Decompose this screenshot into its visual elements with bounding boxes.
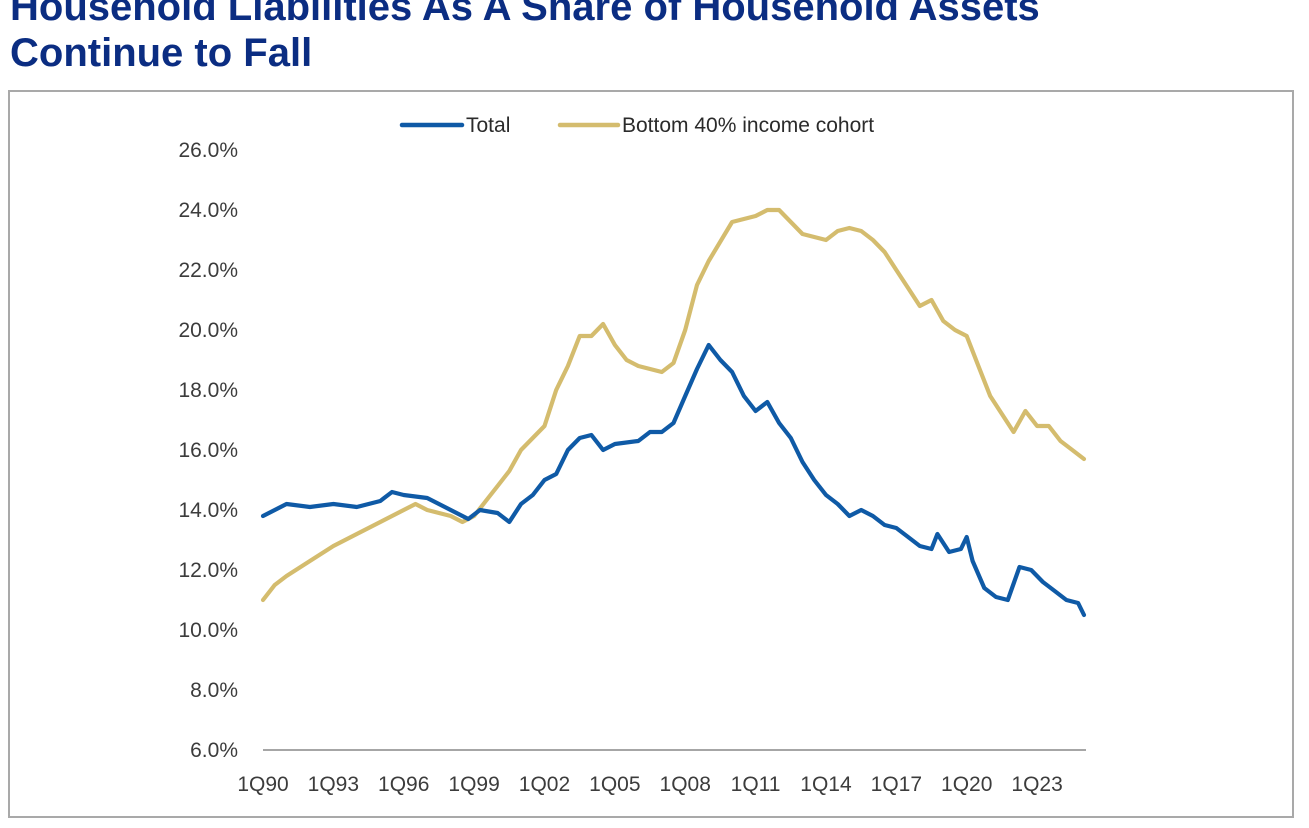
x-tick-label: 1Q90 xyxy=(237,773,288,796)
y-tick-label: 22.0% xyxy=(178,259,238,282)
legend-label: Bottom 40% income cohort xyxy=(622,114,874,137)
line-chart: Total Bottom 40% income cohort 6.0% 8.0% 10… xyxy=(178,114,1087,796)
y-tick-label: 12.0% xyxy=(178,559,238,582)
x-tick-label: 1Q20 xyxy=(941,773,992,796)
y-tick-label: 16.0% xyxy=(178,439,238,462)
chart-frame: Total Bottom 40% income cohort 6.0% 8.0% 10… xyxy=(8,90,1294,818)
y-tick-label: 24.0% xyxy=(178,199,238,222)
x-tick-label: 1Q17 xyxy=(871,773,922,796)
title-line-1: Household Liabilities As A Share of Hous… xyxy=(10,0,1040,29)
x-tick-label: 1Q02 xyxy=(519,773,570,796)
y-tick-label: 20.0% xyxy=(178,319,238,342)
y-tick-label: 18.0% xyxy=(178,379,238,402)
x-tick-label: 1Q99 xyxy=(448,773,499,796)
page-title: Household Liabilities As A Share of Hous… xyxy=(10,0,1300,76)
series-lines xyxy=(260,207,1087,618)
series-line xyxy=(260,207,1087,603)
y-tick-label: 8.0% xyxy=(190,679,238,702)
y-tick-label: 26.0% xyxy=(178,139,238,162)
x-tick-label: 1Q93 xyxy=(308,773,359,796)
y-tick-label: 10.0% xyxy=(178,619,238,642)
legend: Total Bottom 40% income cohort xyxy=(399,114,874,137)
x-tick-label: 1Q11 xyxy=(731,773,781,796)
legend-label: Total xyxy=(466,114,510,137)
x-tick-label: 1Q96 xyxy=(378,773,429,796)
y-axis: 6.0% 8.0% 10.0% 12.0% 14.0% 16.0% 18.0% 20.0% 22… xyxy=(178,139,238,762)
series-line xyxy=(260,342,1087,618)
y-tick-label: 6.0% xyxy=(190,739,238,762)
title-line-2: Continue to Fall xyxy=(10,31,313,75)
x-tick-label: 1Q08 xyxy=(660,773,711,796)
x-tick-label: 1Q23 xyxy=(1011,773,1062,796)
x-axis: 1Q90 1Q93 1Q96 1Q99 1Q02 1Q05 1Q08 1Q11 1Q14 1Q17… xyxy=(237,749,1086,796)
y-tick-label: 14.0% xyxy=(178,499,238,522)
x-tick-label: 1Q05 xyxy=(589,773,640,796)
x-tick-label: 1Q14 xyxy=(800,773,852,796)
